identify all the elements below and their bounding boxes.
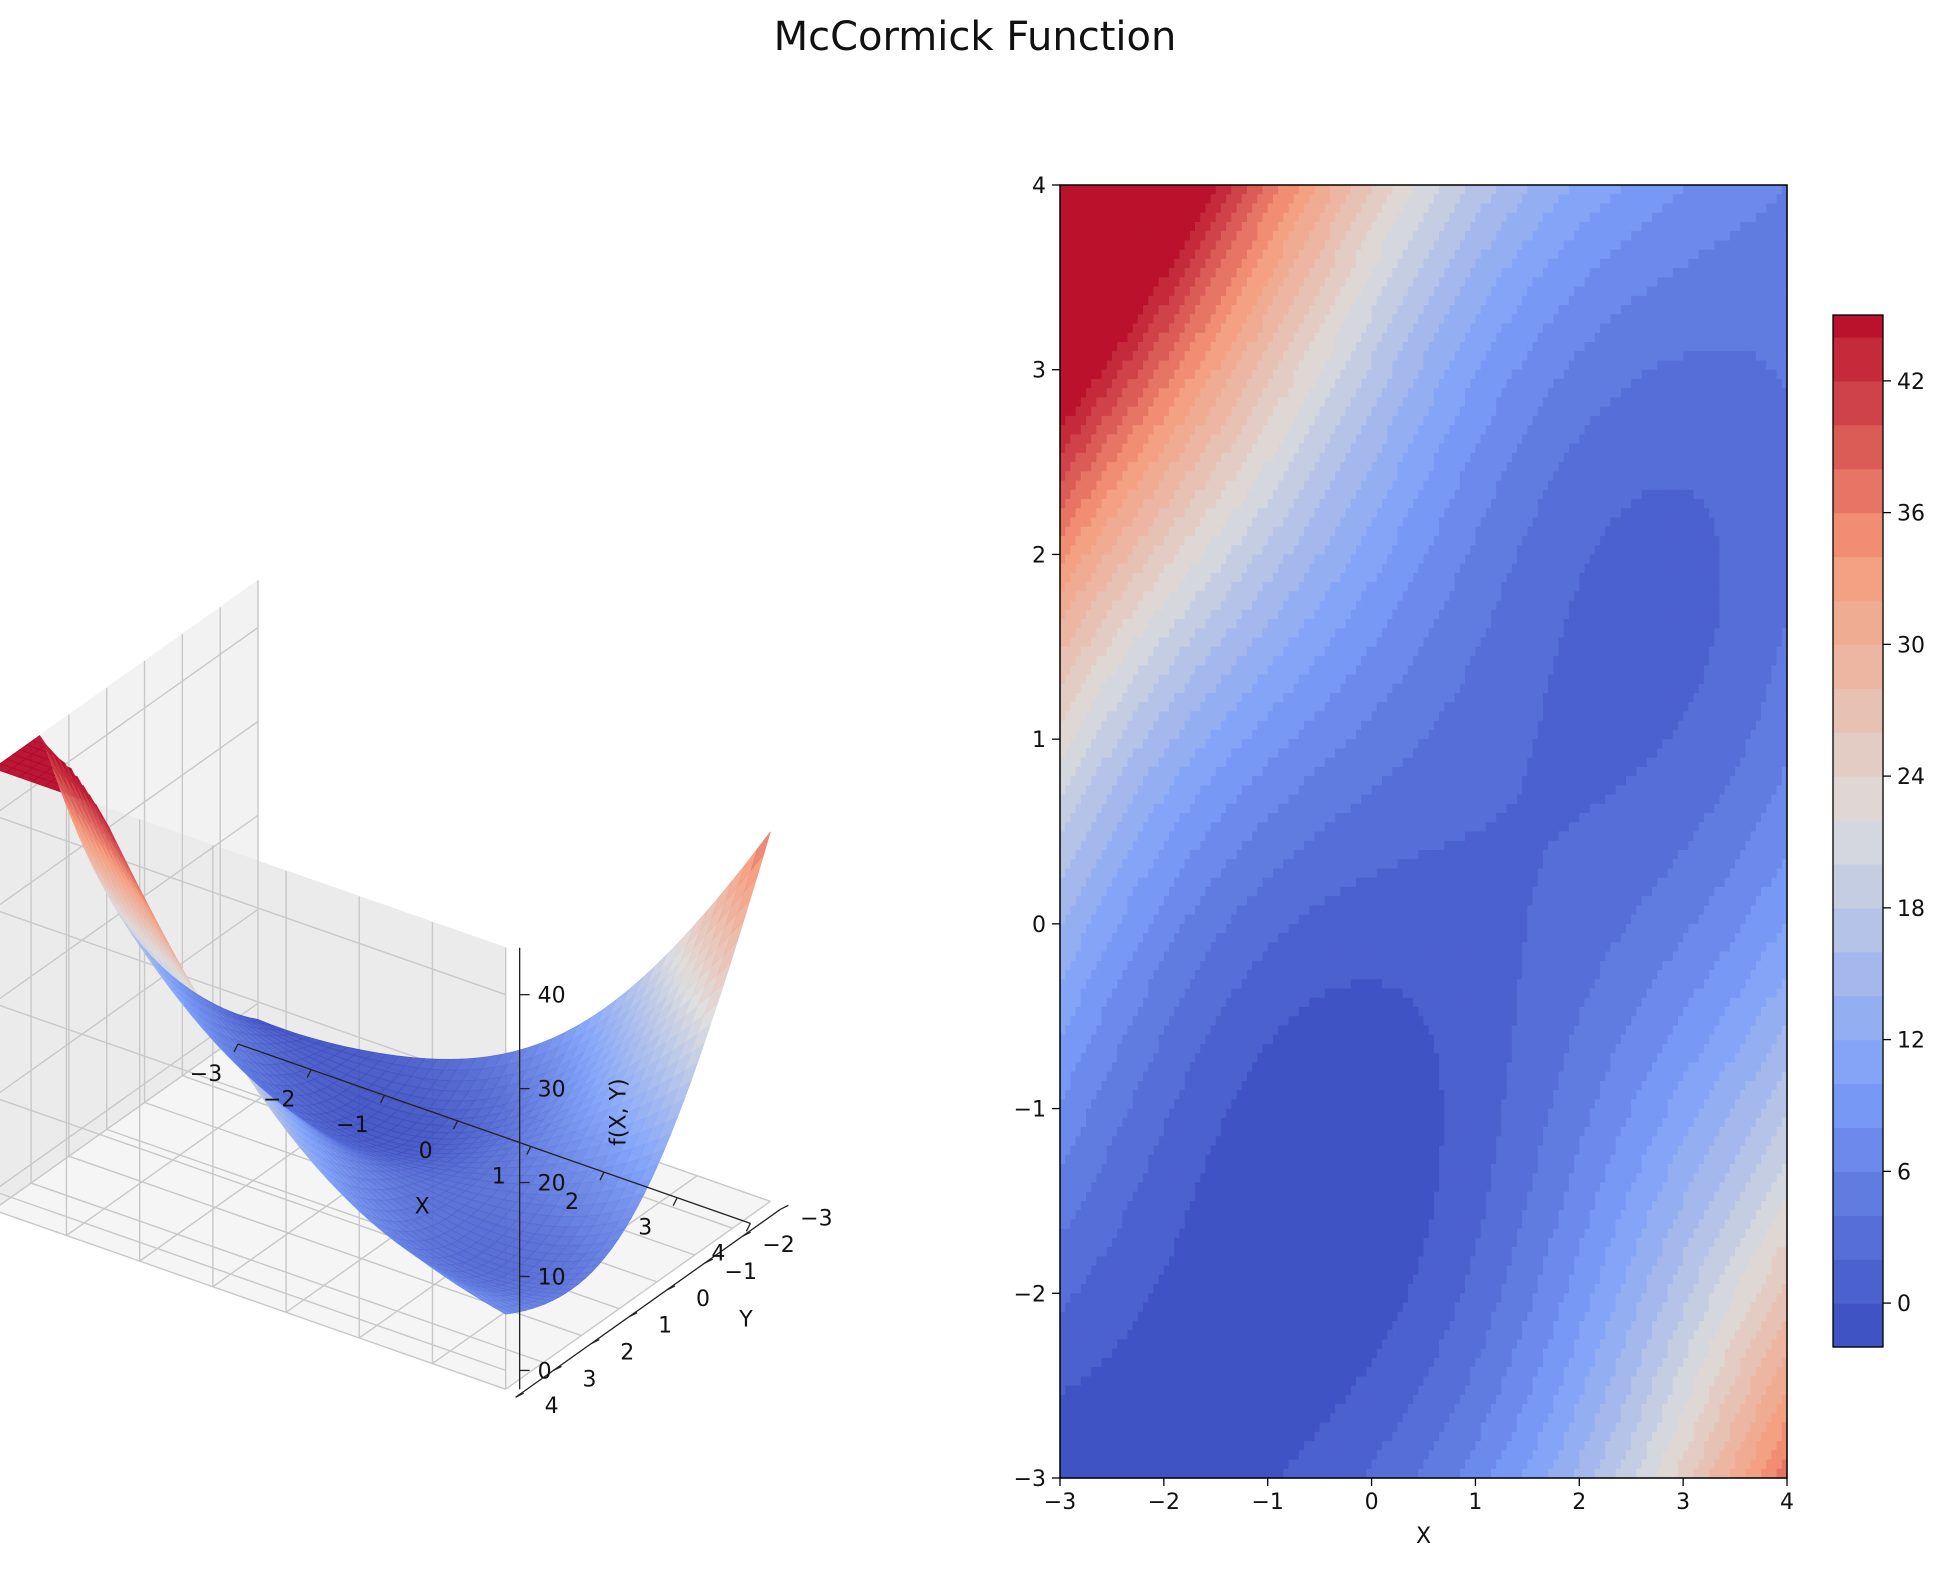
colorbar-band (1833, 381, 1883, 426)
z-tick-label: 10 (538, 1265, 566, 1290)
y-tick-label: 1 (658, 1314, 672, 1339)
colorbar-band (1833, 1259, 1883, 1304)
colorbar-tick-label: 24 (1897, 765, 1925, 790)
colorbar-band (1833, 513, 1883, 558)
y-tick-label: −3 (1014, 1467, 1046, 1492)
y-tick-label: 3 (1032, 359, 1046, 384)
colorbar-band (1833, 952, 1883, 997)
colorbar-band (1833, 644, 1883, 689)
colorbar-band (1833, 1171, 1883, 1216)
surface-plot (0, 580, 788, 1397)
x-tick-label: 2 (565, 1190, 579, 1215)
x-tick-label: 0 (419, 1139, 433, 1164)
colorbar-tick-label: 36 (1897, 502, 1925, 527)
x-tick-label: 1 (1468, 1490, 1482, 1515)
y-tick-label: −1 (725, 1260, 757, 1285)
colorbar-band (1833, 776, 1883, 821)
x-axis-label: X (415, 1195, 430, 1220)
x-tick-label: 1 (492, 1164, 506, 1189)
colorbar-band (1833, 1215, 1883, 1260)
y-tick-label: 4 (545, 1394, 559, 1419)
colorbar-band (1833, 315, 1883, 338)
colorbar-band (1833, 688, 1883, 733)
colorbar-band (1833, 732, 1883, 777)
y-tick-label: −2 (1014, 1282, 1046, 1307)
colorbar-band (1833, 337, 1883, 382)
y-tick-label: 0 (696, 1287, 710, 1312)
y-tick-label: 2 (1032, 543, 1046, 568)
y-tick-label: 0 (1032, 913, 1046, 938)
z-tick-label: 40 (538, 984, 566, 1009)
colorbar-tick-label: 12 (1897, 1029, 1925, 1054)
contour-plot (1060, 185, 1788, 1479)
colorbar-tick-label: 18 (1897, 897, 1925, 922)
colorbar-band (1833, 425, 1883, 470)
y-tick-label: 1 (1032, 728, 1046, 753)
x-tick-label: 0 (1365, 1490, 1379, 1515)
x-tick-label: 4 (1780, 1490, 1794, 1515)
x-tick-label: −1 (1251, 1490, 1283, 1515)
x-tick-label: 4 (711, 1241, 725, 1266)
y-tick-label: 2 (620, 1341, 634, 1366)
colorbar-tick-label: 0 (1897, 1292, 1911, 1317)
colorbar-tick-label: 6 (1897, 1160, 1911, 1185)
x-tick-label: −3 (1044, 1490, 1076, 1515)
colorbar (1833, 315, 1883, 1348)
x-tick-label: 3 (1676, 1490, 1690, 1515)
colorbar-band (1833, 1303, 1883, 1348)
colorbar-band (1833, 1040, 1883, 1085)
x-tick-label: −1 (336, 1113, 368, 1138)
y-tick-label: −2 (762, 1233, 794, 1258)
colorbar-band (1833, 1127, 1883, 1172)
x-tick-label: −2 (1148, 1490, 1180, 1515)
y-axis-label: Y (738, 1307, 753, 1332)
z-tick-label: 20 (538, 1172, 566, 1197)
colorbar-tick-label: 30 (1897, 633, 1925, 658)
colorbar-band (1833, 908, 1883, 953)
y-tick-label: 4 (1032, 174, 1046, 199)
x-axis-label: X (1416, 1524, 1431, 1549)
colorbar-band (1833, 600, 1883, 645)
colorbar-band (1833, 820, 1883, 865)
colorbar-band (1833, 1084, 1883, 1129)
z-axis-label: f(X, Y) (607, 1078, 632, 1145)
colorbar-band (1833, 864, 1883, 909)
x-tick-label: −2 (263, 1088, 295, 1113)
x-tick-mark (746, 1223, 750, 1231)
y-tick-label: 3 (582, 1367, 596, 1392)
x-tick-label: 3 (638, 1216, 652, 1241)
y-tick-label: −3 (800, 1206, 832, 1231)
x-tick-label: −3 (190, 1062, 222, 1087)
colorbar-tick-label: 42 (1897, 370, 1925, 395)
colorbar-band (1833, 996, 1883, 1041)
z-tick-label: 30 (538, 1078, 566, 1103)
y-tick-label: −1 (1014, 1098, 1046, 1123)
z-tick-label: 0 (538, 1359, 552, 1384)
colorbar-band (1833, 469, 1883, 514)
colorbar-band (1833, 557, 1883, 602)
x-tick-label: 2 (1572, 1490, 1586, 1515)
y-tick-mark (780, 1205, 788, 1209)
